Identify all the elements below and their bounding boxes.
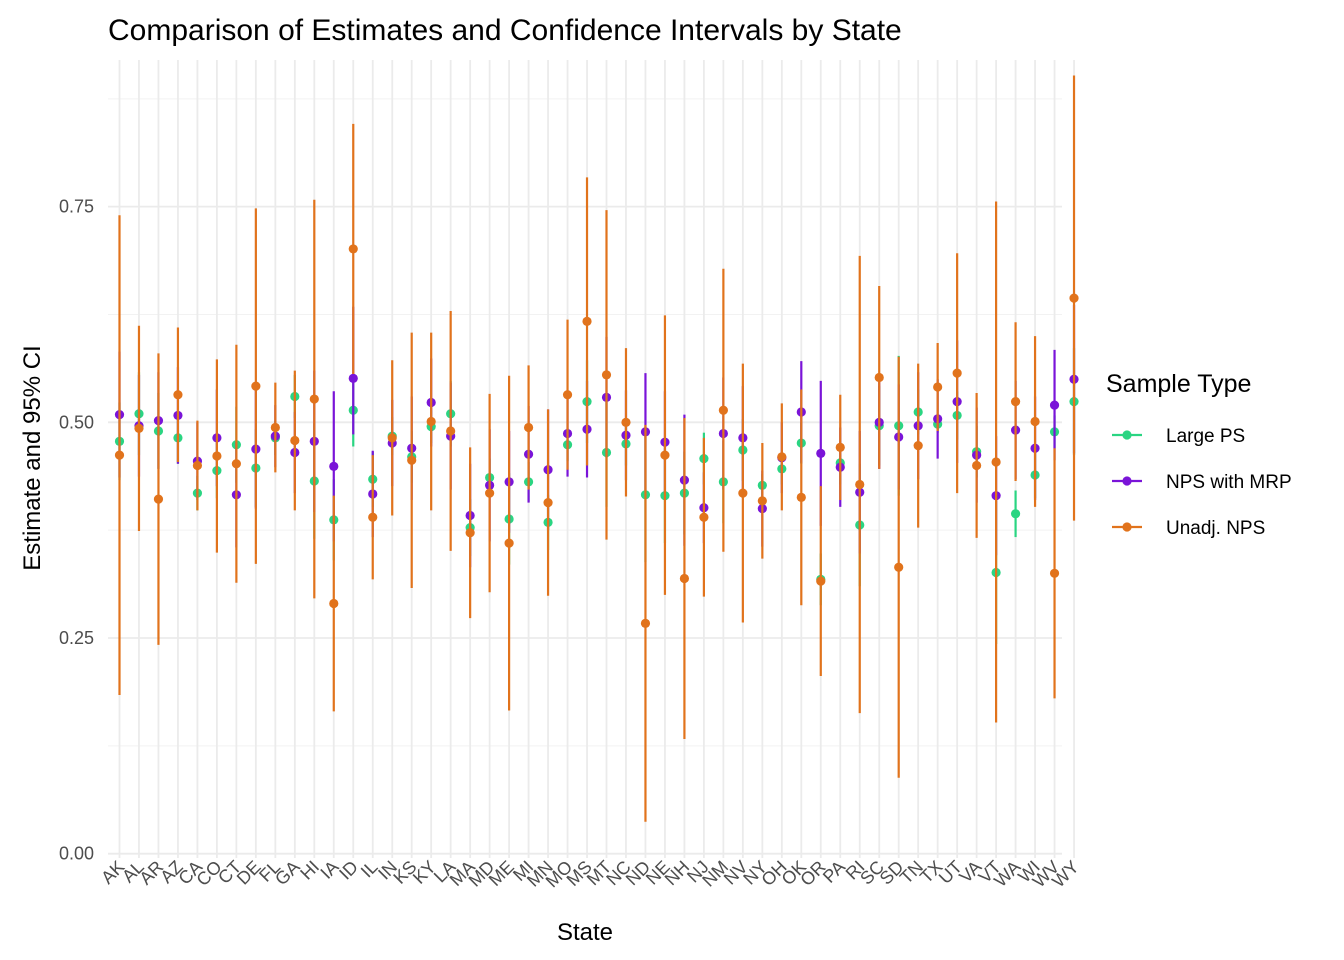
x-tick-label: ID: [335, 857, 362, 884]
estimate-point: [738, 488, 748, 498]
estimate-point: [485, 488, 495, 498]
estimate-point: [251, 381, 261, 391]
estimate-point: [952, 368, 962, 378]
estimate-point: [329, 461, 339, 471]
estimate-point: [562, 390, 573, 400]
estimate-point: [1049, 568, 1060, 578]
estimate-point: [816, 576, 826, 586]
estimate-point: [407, 455, 417, 465]
estimate-point: [894, 562, 904, 572]
estimate-point: [348, 373, 358, 383]
series-group: [114, 348, 1079, 645]
estimate-point: [679, 573, 690, 584]
chart-title: Comparison of Estimates and Confidence I…: [108, 14, 902, 47]
estimate-point: [582, 316, 592, 326]
x-axis-ticks: AKALARAZCACOCTDEFLGAHIIAIDILINKSKYLAMAMD…: [97, 857, 1083, 892]
estimate-point: [465, 528, 475, 538]
series-group: [114, 75, 1079, 822]
estimate-point: [192, 460, 203, 471]
y-tick-label: 0.75: [59, 197, 94, 217]
legend: Sample Type Large PS NPS with MRP Unadj. N…: [1106, 370, 1292, 539]
estimate-point: [446, 426, 456, 436]
estimate-point: [972, 460, 982, 471]
estimate-point: [270, 422, 280, 433]
estimate-point: [835, 442, 845, 452]
estimate-point: [309, 394, 319, 404]
estimate-point: [1010, 397, 1021, 407]
y-axis-ticks: 0.00 0.25 0.50 0.75: [59, 197, 94, 864]
legend-item: Large PS: [1112, 426, 1245, 447]
estimate-point: [114, 450, 125, 460]
estimate-point: [991, 457, 1001, 467]
y-axis-title: Estimate and 95% CI: [19, 345, 46, 570]
y-tick-label: 0.25: [59, 628, 94, 648]
legend-label: NPS with MRP: [1166, 472, 1292, 493]
estimate-point: [1069, 293, 1079, 303]
estimate-point: [504, 538, 514, 548]
legend-key-point: [1122, 476, 1132, 486]
legend-title: Sample Type: [1106, 370, 1251, 398]
estimate-point: [1030, 416, 1040, 427]
estimate-point: [523, 422, 534, 433]
estimate-point: [757, 496, 767, 506]
legend-key-point: [1122, 430, 1132, 440]
estimate-point: [1010, 509, 1021, 519]
estimate-point: [699, 512, 709, 522]
estimate-point: [348, 244, 358, 254]
estimate-point: [718, 405, 728, 415]
estimate-point: [153, 494, 164, 504]
estimate-point: [1049, 400, 1060, 410]
grid: [108, 60, 1075, 858]
estimate-point: [933, 382, 943, 392]
estimate-point: [134, 423, 144, 433]
series-group: [114, 305, 1079, 568]
estimate-point: [640, 618, 651, 628]
estimate-point: [387, 433, 397, 443]
estimate-point: [290, 435, 300, 446]
estimate-point: [173, 390, 183, 400]
series-marks: [114, 75, 1079, 822]
estimate-point: [601, 370, 612, 380]
estimate-point: [426, 416, 436, 427]
estimate-point: [212, 451, 222, 461]
estimate-point: [543, 497, 553, 508]
estimate-point: [796, 492, 806, 502]
estimate-point: [231, 459, 241, 469]
estimate-point: [660, 450, 670, 460]
estimate-point: [913, 441, 923, 451]
legend-items: Large PS NPS with MRP Unadj. NPS: [1112, 426, 1292, 539]
estimate-point: [855, 479, 865, 490]
legend-item: Unadj. NPS: [1112, 518, 1265, 539]
legend-label: Large PS: [1166, 426, 1245, 447]
estimate-point: [777, 452, 787, 462]
estimate-point: [816, 448, 826, 458]
x-axis-title: State: [557, 919, 613, 946]
y-tick-label: 0.00: [59, 844, 94, 864]
estimate-point: [329, 598, 339, 609]
y-tick-label: 0.50: [59, 412, 94, 432]
legend-label: Unadj. NPS: [1166, 518, 1265, 539]
estimate-point: [621, 417, 631, 427]
estimate-point: [874, 372, 884, 383]
estimate-point: [368, 512, 378, 522]
legend-item: NPS with MRP: [1112, 472, 1292, 493]
legend-key-point: [1122, 522, 1132, 532]
